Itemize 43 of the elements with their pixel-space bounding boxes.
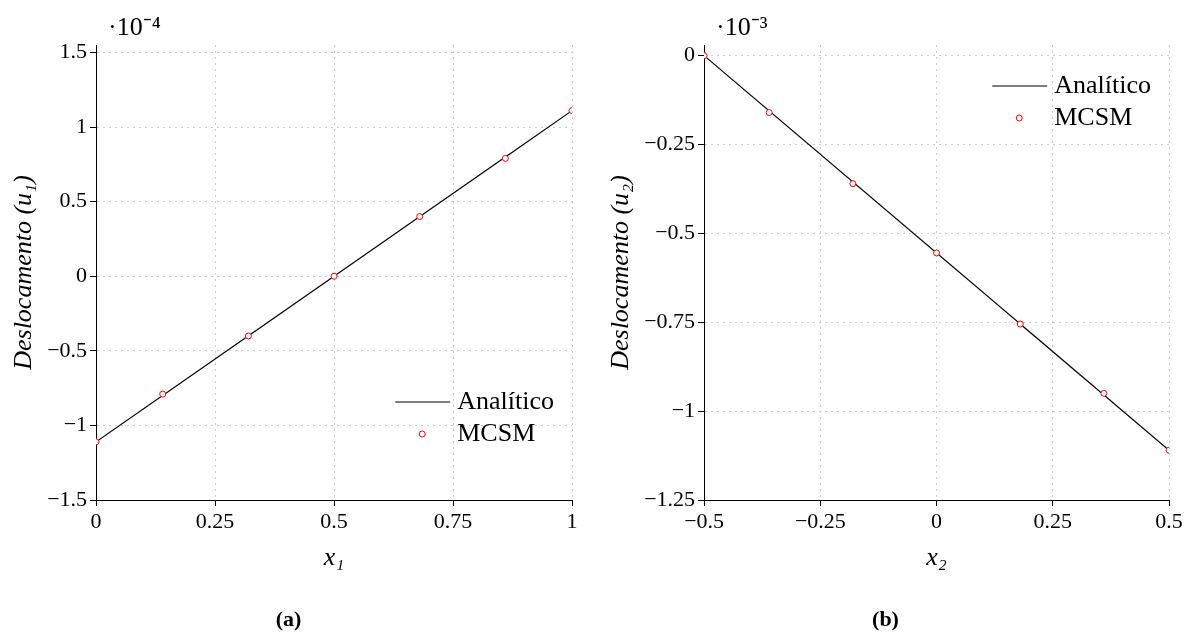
x-tick-label: 0.5 xyxy=(1155,507,1183,533)
point xyxy=(244,332,252,340)
y-tick-label: −0.5 xyxy=(47,336,88,362)
y-axis-title: Deslocamento (u₂) xyxy=(605,175,635,371)
point xyxy=(933,249,941,257)
legend-label: MCSM xyxy=(457,417,536,447)
text: ·10⁻³ xyxy=(716,11,768,41)
legend-label: MCSM xyxy=(1054,101,1133,131)
x-tick-label: 1 xyxy=(566,507,578,533)
x-axis-title: x₁ xyxy=(322,541,345,571)
text: (a) xyxy=(275,606,302,632)
point xyxy=(1016,320,1024,328)
point xyxy=(765,109,773,117)
x-tick-label: 0.25 xyxy=(1033,507,1073,533)
legend-label: Analítico xyxy=(457,385,555,415)
point xyxy=(330,272,338,280)
x-tick-label: 0.75 xyxy=(433,507,473,533)
x-axis-title: x₂ xyxy=(925,541,947,571)
y-tick-label: −0.25 xyxy=(644,130,696,156)
y-tick-label: −1 xyxy=(671,396,696,422)
point xyxy=(416,213,424,221)
point xyxy=(159,390,167,398)
x-tick-label: 0.25 xyxy=(195,507,235,533)
x-tick-label: −0.25 xyxy=(794,507,846,533)
y-axis-title: Deslocamento (u₁) xyxy=(8,175,38,371)
point xyxy=(1100,389,1108,397)
text: (b) xyxy=(872,606,899,632)
x-tick-label: 0.5 xyxy=(320,507,348,533)
y-tick-label: 1 xyxy=(76,112,88,138)
y-tick-label: −1.25 xyxy=(644,485,696,511)
point xyxy=(849,180,857,188)
y-tick-label: 0.5 xyxy=(59,187,88,213)
text: ·10⁻⁴ xyxy=(108,11,161,41)
y-tick-label: −1.5 xyxy=(47,485,88,511)
x-tick-label: 0 xyxy=(931,507,943,533)
y-tick-label: 0 xyxy=(684,41,696,67)
y-tick-label: −0.75 xyxy=(644,308,696,334)
y-tick-label: −1 xyxy=(63,411,88,437)
y-tick-label: −0.5 xyxy=(655,219,696,245)
point xyxy=(501,154,509,162)
y-tick-label: 1.5 xyxy=(59,38,88,64)
legend-label: Analítico xyxy=(1054,69,1152,99)
y-tick-label: 0 xyxy=(76,262,88,288)
